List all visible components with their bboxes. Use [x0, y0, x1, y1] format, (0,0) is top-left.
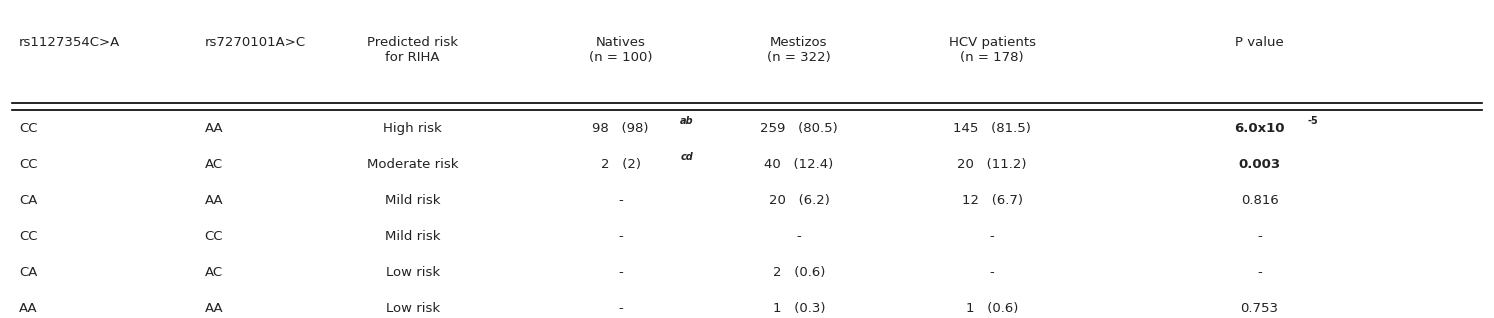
Text: 2   (2): 2 (2) — [601, 158, 641, 171]
Text: -5: -5 — [1307, 116, 1318, 126]
Text: 1   (0.3): 1 (0.3) — [772, 301, 825, 315]
Text: 2   (0.6): 2 (0.6) — [772, 266, 825, 279]
Text: 20   (6.2): 20 (6.2) — [768, 194, 829, 207]
Text: CC: CC — [205, 230, 223, 243]
Text: AC: AC — [205, 266, 223, 279]
Text: 6.0x10: 6.0x10 — [1234, 122, 1285, 135]
Text: AA: AA — [19, 301, 37, 315]
Text: Low risk: Low risk — [385, 266, 439, 279]
Text: -: - — [989, 266, 995, 279]
Text: Moderate risk: Moderate risk — [368, 158, 459, 171]
Text: 40   (12.4): 40 (12.4) — [765, 158, 834, 171]
Text: 20   (11.2): 20 (11.2) — [958, 158, 1026, 171]
Text: Predicted risk
for RIHA: Predicted risk for RIHA — [368, 37, 459, 65]
Text: -: - — [1256, 230, 1262, 243]
Text: 98   (98): 98 (98) — [593, 122, 648, 135]
Text: 12   (6.7): 12 (6.7) — [962, 194, 1022, 207]
Text: -: - — [619, 194, 623, 207]
Text: CC: CC — [19, 158, 37, 171]
Text: -: - — [619, 301, 623, 315]
Text: Natives
(n = 100): Natives (n = 100) — [589, 37, 653, 65]
Text: AC: AC — [205, 158, 223, 171]
Text: AA: AA — [205, 122, 224, 135]
Text: HCV patients
(n = 178): HCV patients (n = 178) — [949, 37, 1035, 65]
Text: P value: P value — [1236, 37, 1283, 49]
Text: 1   (0.6): 1 (0.6) — [967, 301, 1019, 315]
Text: CA: CA — [19, 194, 37, 207]
Text: 259   (80.5): 259 (80.5) — [760, 122, 838, 135]
Text: AA: AA — [205, 301, 224, 315]
Text: cd: cd — [680, 152, 693, 162]
Text: rs1127354C>A: rs1127354C>A — [19, 37, 121, 49]
Text: Mild risk: Mild risk — [385, 194, 441, 207]
Text: ab: ab — [680, 116, 693, 126]
Text: -: - — [619, 230, 623, 243]
Text: -: - — [619, 266, 623, 279]
Text: 0.816: 0.816 — [1240, 194, 1279, 207]
Text: 145   (81.5): 145 (81.5) — [953, 122, 1031, 135]
Text: 0.003: 0.003 — [1239, 158, 1280, 171]
Text: AA: AA — [205, 194, 224, 207]
Text: CC: CC — [19, 122, 37, 135]
Text: Low risk: Low risk — [385, 301, 439, 315]
Text: Mestizos
(n = 322): Mestizos (n = 322) — [766, 37, 831, 65]
Text: -: - — [989, 230, 995, 243]
Text: rs7270101A>C: rs7270101A>C — [205, 37, 306, 49]
Text: 0.753: 0.753 — [1240, 301, 1279, 315]
Text: CA: CA — [19, 266, 37, 279]
Text: Mild risk: Mild risk — [385, 230, 441, 243]
Text: High risk: High risk — [384, 122, 442, 135]
Text: -: - — [796, 230, 801, 243]
Text: -: - — [1256, 266, 1262, 279]
Text: CC: CC — [19, 230, 37, 243]
